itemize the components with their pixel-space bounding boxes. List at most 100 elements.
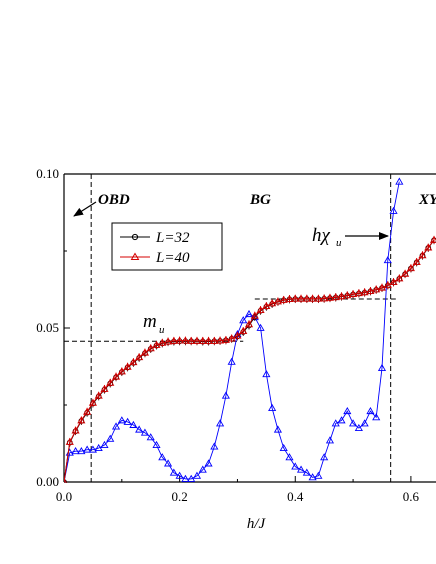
data-point <box>94 391 103 399</box>
data-point <box>94 443 103 452</box>
data-point <box>88 445 97 453</box>
data-point <box>372 413 381 421</box>
data-point <box>83 445 92 453</box>
obd-arrow <box>73 201 97 217</box>
data-point <box>198 336 207 344</box>
data-point <box>106 434 115 442</box>
data-point <box>291 294 300 302</box>
data-point <box>100 384 109 392</box>
data-point <box>77 446 86 455</box>
data-point <box>135 425 144 433</box>
data-point <box>239 316 248 324</box>
series-l-32 <box>64 236 436 483</box>
data-point <box>320 294 329 302</box>
data-point <box>77 416 86 424</box>
data-point <box>383 280 392 289</box>
region-label-bg: BG <box>249 192 271 208</box>
x-tick-label: 0.0 <box>56 489 72 504</box>
data-point <box>337 416 346 424</box>
data-point <box>83 407 92 415</box>
data-point <box>123 362 132 370</box>
data-point <box>192 336 202 344</box>
data-point <box>181 474 190 482</box>
data-point <box>279 295 288 303</box>
data-point <box>111 422 121 430</box>
data-point <box>146 344 155 352</box>
data-point <box>216 419 225 427</box>
region-label-obd: OBD <box>98 192 130 208</box>
data-point <box>181 336 190 344</box>
data-point <box>354 288 363 297</box>
data-point <box>354 423 363 432</box>
data-point <box>221 335 230 343</box>
data-point <box>377 363 387 371</box>
data-point <box>204 459 213 467</box>
data-point <box>395 274 404 282</box>
data-point <box>152 340 161 348</box>
data-point <box>152 440 161 448</box>
data-point <box>343 406 352 415</box>
series-line <box>64 239 435 483</box>
data-point <box>140 428 150 436</box>
data-point <box>331 419 340 427</box>
data-point <box>233 331 242 339</box>
data-point <box>111 372 121 380</box>
data-point <box>129 357 138 366</box>
data-point <box>198 465 207 473</box>
data-point <box>187 336 196 344</box>
x-tick-label: 0.6 <box>403 489 420 504</box>
data-point <box>227 334 236 342</box>
data-point <box>331 292 340 301</box>
annotation-m-u-subscript: u <box>159 324 165 336</box>
data-point <box>401 269 410 277</box>
data-point <box>308 294 317 302</box>
data-point <box>424 243 433 251</box>
data-point <box>273 297 282 305</box>
data-point <box>366 286 375 294</box>
data-point <box>71 446 80 455</box>
data-point <box>268 403 277 412</box>
data-point <box>192 471 202 479</box>
data-point <box>239 326 248 335</box>
data-point <box>221 391 230 399</box>
legend: L=32 L=40 <box>111 222 223 271</box>
data-point <box>187 474 196 482</box>
y-tick-label: 0.00 <box>36 474 59 489</box>
x-axis-title: h/J <box>247 516 267 532</box>
data-point <box>406 264 415 272</box>
data-point <box>175 336 184 344</box>
legend-marker-l40 <box>130 252 140 260</box>
data-point <box>268 299 277 307</box>
data-point <box>366 406 375 415</box>
series-h-u <box>64 177 404 483</box>
annotation-m-u: m <box>143 311 157 332</box>
data-point <box>418 251 427 259</box>
data-point <box>377 283 387 291</box>
data-point <box>123 417 132 425</box>
data-point <box>64 477 67 483</box>
data-point <box>343 291 352 299</box>
annotation-h-chi: hχ <box>312 225 331 246</box>
data-point <box>296 294 306 302</box>
y-tick-label: 0.05 <box>36 320 59 335</box>
data-point <box>204 336 213 344</box>
data-point <box>285 453 294 461</box>
series-line <box>64 239 435 483</box>
data-point <box>256 323 265 331</box>
data-point <box>349 289 358 298</box>
y-tick-label: 0.10 <box>36 166 59 181</box>
data-point <box>65 437 74 445</box>
data-point <box>383 256 392 264</box>
data-point <box>291 462 300 470</box>
legend-label-l40: L=40 <box>155 250 190 266</box>
data-point <box>210 442 219 450</box>
data-point <box>158 338 167 346</box>
data-point <box>227 357 236 365</box>
data-point <box>279 443 288 452</box>
region-label-xy: XY <box>418 192 436 208</box>
data-point <box>389 277 398 286</box>
data-point <box>262 369 271 378</box>
data-point <box>285 294 294 302</box>
legend-label-l32: L=32 <box>155 230 190 246</box>
